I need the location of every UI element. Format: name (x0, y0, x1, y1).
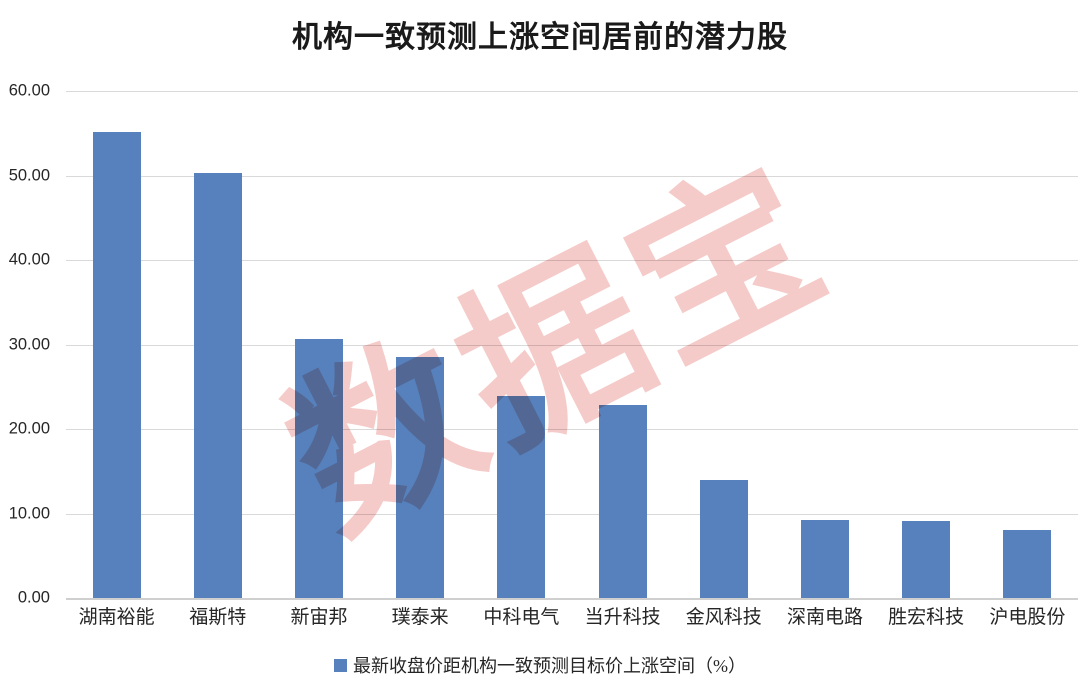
y-axis-tick-label: 20.00 (8, 419, 50, 438)
bar (699, 479, 748, 598)
gridlines (66, 91, 1078, 600)
bars-layer (66, 91, 1078, 598)
x-axis-labels: 湖南裕能 福斯特 新宙邦 璞泰来 中科电气 当升科技 金风科技 深南电路 胜宏科技 沪电股份 (66, 602, 1078, 642)
legend: 最新收盘价距机构一致预测目标价上涨空间（%） (0, 652, 1080, 678)
bar (92, 132, 141, 598)
bar (801, 520, 849, 598)
y-axis-tick-label: 0.00 (17, 588, 50, 607)
x-axis-tick-label: 金风科技 (685, 607, 762, 628)
gridline (66, 260, 1078, 261)
x-axis-tick-label: 当升科技 (584, 607, 661, 628)
y-axis-tick-label: 40.00 (8, 250, 50, 269)
gridline (66, 175, 1078, 177)
bar (295, 339, 343, 598)
legend-label: 最新收盘价距机构一致预测目标价上涨空间（%） (353, 656, 746, 676)
x-axis-tick-label: 新宙邦 (290, 607, 348, 628)
y-axis-tick-label: 50.00 (8, 166, 50, 184)
plot-area (66, 91, 1078, 600)
bar (902, 521, 951, 598)
legend-swatch-icon (334, 658, 347, 672)
x-axis-tick-label: 璞泰来 (391, 607, 449, 628)
x-axis-tick-label: 中科电气 (483, 607, 560, 628)
gridline (66, 344, 1078, 346)
gridline (66, 513, 1078, 515)
bar (193, 172, 242, 598)
chart-title: 机构一致预测上涨空间居前的潜力股 (292, 21, 788, 54)
gridline (66, 429, 1078, 430)
y-axis-labels: 60.00 50.00 40.00 30.00 20.00 10.00 0.00 (0, 82, 60, 607)
x-axis-tick-label: 福斯特 (189, 607, 247, 628)
x-axis-tick-label: 沪电股份 (989, 607, 1066, 628)
x-axis-tick-label: 胜宏科技 (888, 607, 965, 628)
gridline (66, 598, 1078, 600)
bar (1003, 529, 1052, 598)
x-axis-tick-label: 深南电路 (786, 607, 863, 628)
x-axis-tick-label: 湖南裕能 (78, 607, 155, 628)
gridline (66, 91, 1078, 92)
y-axis-tick-label: 30.00 (8, 335, 50, 353)
y-axis-tick-label: 60.00 (8, 81, 50, 100)
bar (396, 357, 445, 598)
y-axis-tick-label: 10.00 (8, 504, 50, 522)
bar (598, 405, 647, 598)
bar (497, 396, 546, 598)
